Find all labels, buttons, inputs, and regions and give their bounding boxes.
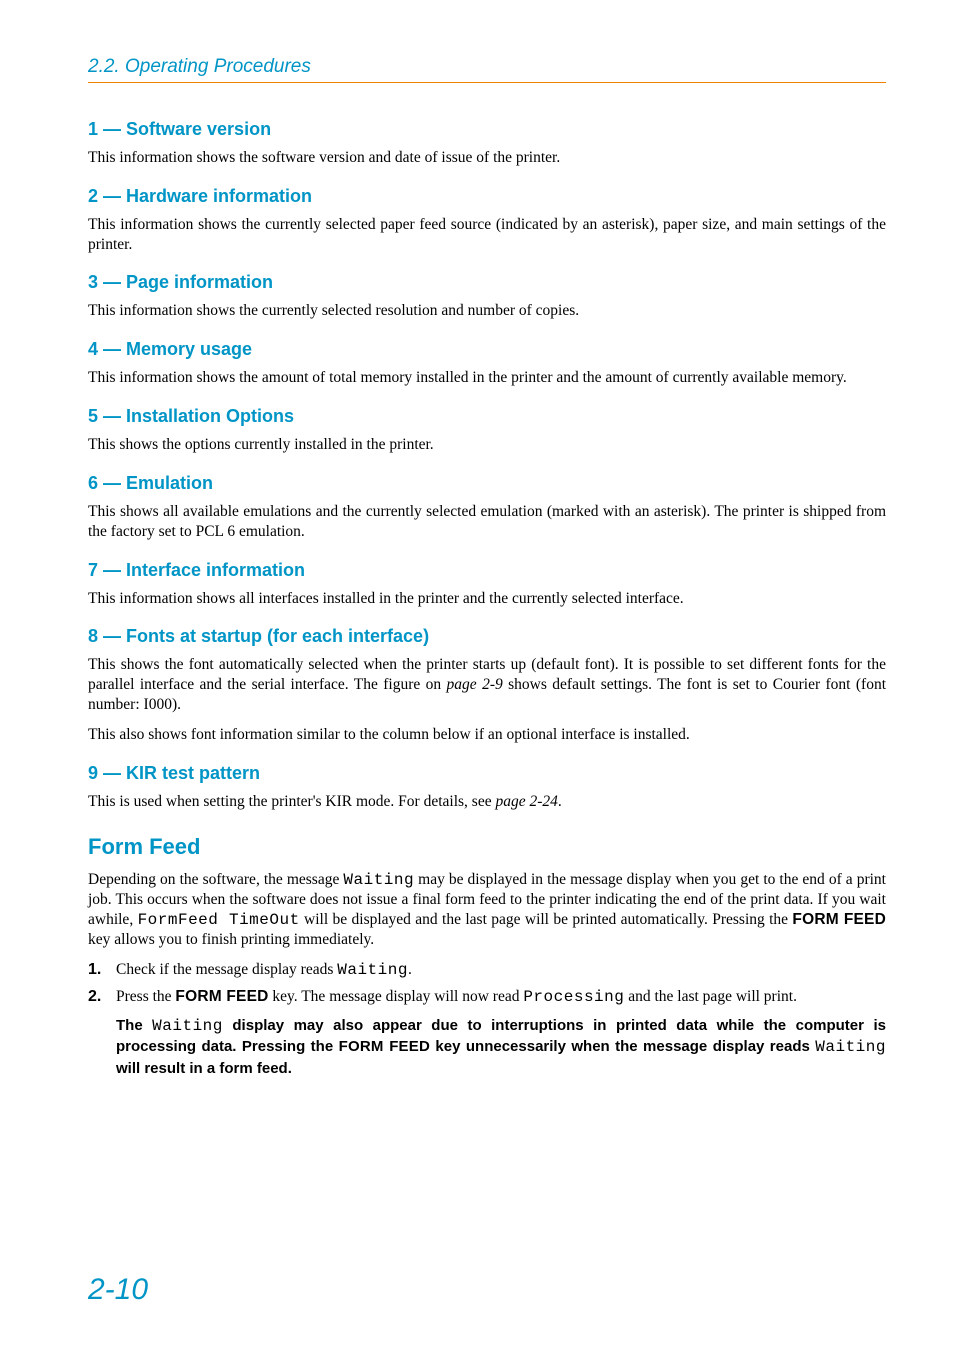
heading-1: 1 — Software version: [88, 119, 886, 140]
heading-4: 4 — Memory usage: [88, 339, 886, 360]
page-number: 2-10: [88, 1273, 148, 1307]
para: This information shows the software vers…: [88, 148, 886, 168]
heading-3: 3 — Page information: [88, 272, 886, 293]
heading-9: 9 — KIR test pattern: [88, 763, 886, 784]
step-item: Check if the message display reads Waiti…: [88, 960, 886, 981]
section-header: 2.2. Operating Procedures: [88, 56, 886, 83]
para: This information shows all interfaces in…: [88, 589, 886, 609]
heading-6: 6 — Emulation: [88, 473, 886, 494]
para: This is used when setting the printer's …: [88, 792, 886, 812]
heading-form-feed: Form Feed: [88, 834, 886, 860]
para: This information shows the currently sel…: [88, 215, 886, 255]
step-item: Press the FORM FEED key. The message dis…: [88, 987, 886, 1008]
para: This shows all available emulations and …: [88, 502, 886, 542]
para: This also shows font information similar…: [88, 725, 886, 745]
heading-5: 5 — Installation Options: [88, 406, 886, 427]
heading-7: 7 — Interface information: [88, 560, 886, 581]
para: This information shows the currently sel…: [88, 301, 886, 321]
para: This shows the font automatically select…: [88, 655, 886, 714]
heading-8: 8 — Fonts at startup (for each interface…: [88, 626, 886, 647]
para: This information shows the amount of tot…: [88, 368, 886, 388]
steps-list: Check if the message display reads Waiti…: [88, 960, 886, 1008]
heading-2: 2 — Hardware information: [88, 186, 886, 207]
note: The Waiting display may also appear due …: [116, 1016, 886, 1079]
para: Depending on the software, the message W…: [88, 870, 886, 951]
para: This shows the options currently install…: [88, 435, 886, 455]
